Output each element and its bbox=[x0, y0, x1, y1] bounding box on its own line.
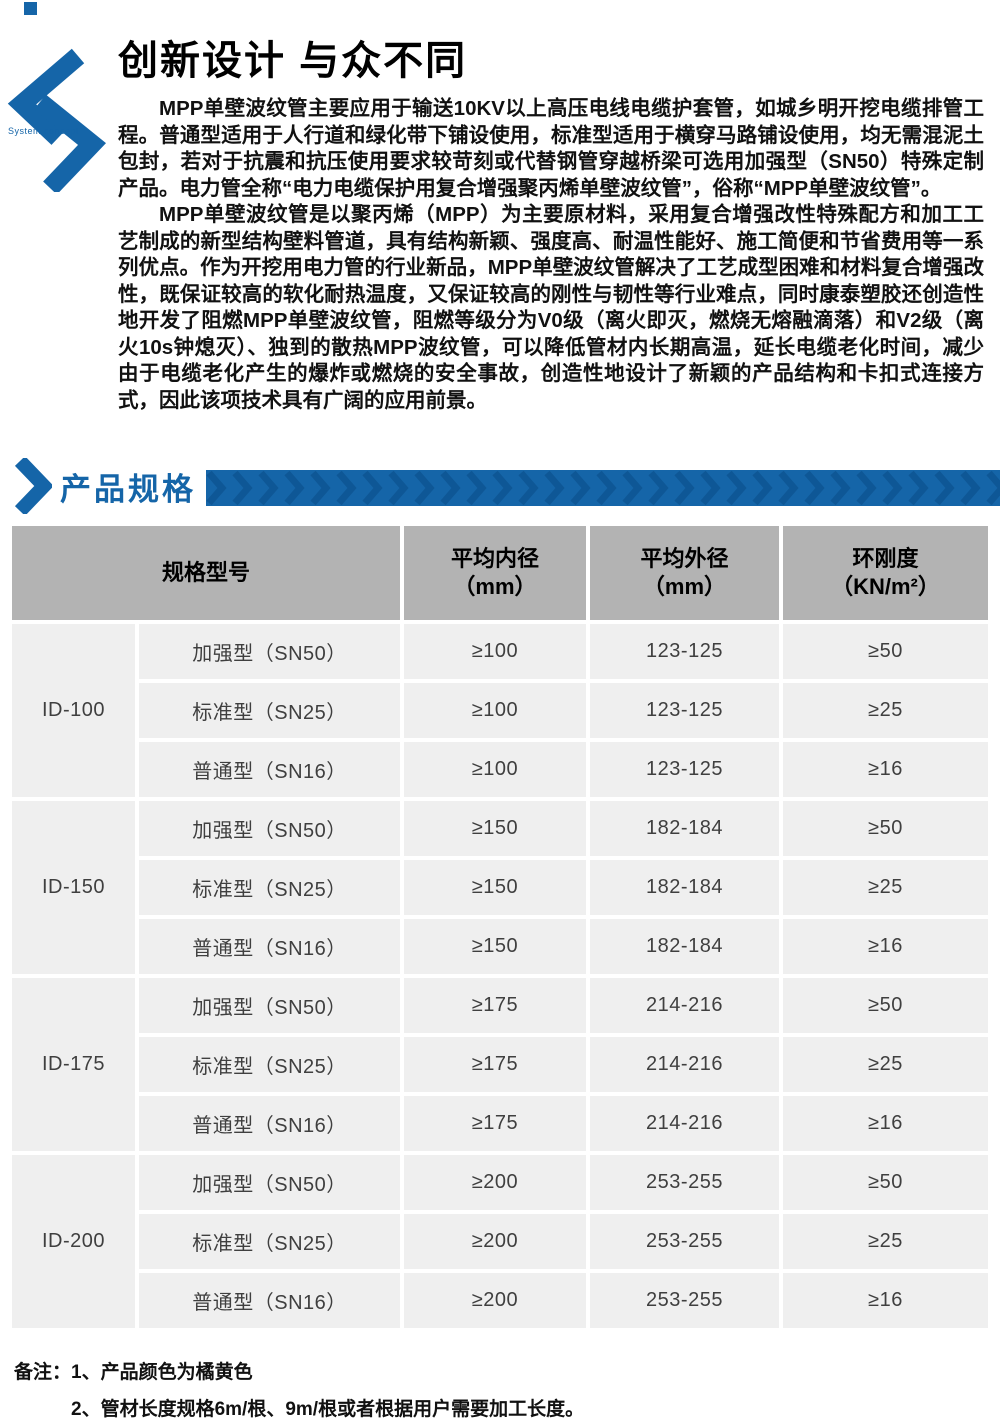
section-header: 产品规格 bbox=[0, 458, 1000, 514]
cell-inner-diameter: ≥200 bbox=[404, 1155, 586, 1210]
cell-type: 普通型（SN16） bbox=[139, 1096, 400, 1151]
cell-type: 普通型（SN16） bbox=[139, 919, 400, 974]
cell-type: 标准型（SN25） bbox=[139, 683, 400, 738]
company-logo: System concept bbox=[6, 42, 110, 195]
cell-outer-diameter: 123-125 bbox=[590, 624, 779, 679]
chevron-pattern-bar bbox=[206, 470, 1000, 506]
cell-type: 加强型（SN50） bbox=[139, 801, 400, 856]
cell-inner-diameter: ≥175 bbox=[404, 1037, 586, 1092]
cell-outer-diameter: 253-255 bbox=[590, 1155, 779, 1210]
cell-outer-diameter: 123-125 bbox=[590, 742, 779, 797]
cell-ring-stiffness: ≥16 bbox=[783, 1096, 988, 1151]
logo-caption: System concept bbox=[8, 126, 80, 136]
cell-outer-diameter: 253-255 bbox=[590, 1273, 779, 1328]
intro-paragraph-1: MPP单壁波纹管主要应用于输送10KV以上高压电线电缆护套管，如城乡明开挖电缆排… bbox=[118, 97, 984, 200]
remarks: 备注： 1、产品颜色为橘黄色 2、管材长度规格6m/根、9m/根或者根据用户需要… bbox=[14, 1354, 1000, 1428]
cell-outer-diameter: 123-125 bbox=[590, 683, 779, 738]
cell-outer-diameter: 214-216 bbox=[590, 1096, 779, 1151]
cell-ring-stiffness: ≥16 bbox=[783, 742, 988, 797]
cell-type: 加强型（SN50） bbox=[139, 1155, 400, 1210]
section-title: 产品规格 bbox=[60, 471, 196, 507]
section-bar-decoration bbox=[206, 470, 1000, 506]
cell-ring-stiffness: ≥50 bbox=[783, 1155, 988, 1210]
cell-inner-diameter: ≥100 bbox=[404, 624, 586, 679]
cell-ring-stiffness: ≥50 bbox=[783, 978, 988, 1033]
cell-type: 标准型（SN25） bbox=[139, 1037, 400, 1092]
cell-ring-stiffness: ≥16 bbox=[783, 1273, 988, 1328]
cell-ring-stiffness: ≥25 bbox=[783, 1214, 988, 1269]
column-header-model: 规格型号 bbox=[12, 526, 400, 620]
product-spec-table: 规格型号 平均内径 （mm） 平均外径 （mm） 环刚度 （KN/m²） ID-… bbox=[12, 526, 988, 1328]
cell-type: 加强型（SN50） bbox=[139, 624, 400, 679]
cell-outer-diameter: 214-216 bbox=[590, 978, 779, 1033]
cell-inner-diameter: ≥150 bbox=[404, 801, 586, 856]
group-id-cell: ID-175 bbox=[12, 978, 135, 1151]
cell-type: 标准型（SN25） bbox=[139, 860, 400, 915]
cell-ring-stiffness: ≥25 bbox=[783, 860, 988, 915]
cell-inner-diameter: ≥150 bbox=[404, 860, 586, 915]
intro-text-column: 创新设计 与众不同 MPP单壁波纹管主要应用于输送10KV以上高压电线电缆护套管… bbox=[110, 28, 984, 414]
cell-outer-diameter: 182-184 bbox=[590, 801, 779, 856]
group-id-cell: ID-100 bbox=[12, 624, 135, 797]
page-title: 创新设计 与众不同 bbox=[118, 39, 468, 83]
cell-ring-stiffness: ≥50 bbox=[783, 624, 988, 679]
cell-outer-diameter: 182-184 bbox=[590, 860, 779, 915]
cell-inner-diameter: ≥200 bbox=[404, 1273, 586, 1328]
remarks-list: 1、产品颜色为橘黄色 2、管材长度规格6m/根、9m/根或者根据用户需要加工长度… bbox=[71, 1354, 584, 1428]
column-header-inner-diameter: 平均内径 （mm） bbox=[404, 526, 586, 620]
chevron-right-icon bbox=[14, 458, 52, 514]
remark-item: 2、管材长度规格6m/根、9m/根或者根据用户需要加工长度。 bbox=[71, 1399, 585, 1420]
intro-section: System concept 创新设计 与众不同 MPP单壁波纹管主要应用于输送… bbox=[0, 0, 1000, 414]
cell-inner-diameter: ≥200 bbox=[404, 1214, 586, 1269]
cell-outer-diameter: 214-216 bbox=[590, 1037, 779, 1092]
group-id-cell: ID-200 bbox=[12, 1155, 135, 1328]
cell-outer-diameter: 253-255 bbox=[590, 1214, 779, 1269]
cell-type: 普通型（SN16） bbox=[139, 1273, 400, 1328]
cell-inner-diameter: ≥100 bbox=[404, 683, 586, 738]
column-header-ring-stiffness: 环刚度 （KN/m²） bbox=[783, 526, 988, 620]
group-id-cell: ID-150 bbox=[12, 801, 135, 974]
corner-decoration bbox=[24, 2, 37, 15]
intro-paragraph-2: MPP单壁波纹管是以聚丙烯（MPP）为主要原材料，采用复合增强改性特殊配方和加工… bbox=[118, 203, 984, 412]
column-header-outer-diameter: 平均外径 （mm） bbox=[590, 526, 779, 620]
logo-s-icon bbox=[7, 48, 106, 195]
remark-item: 1、产品颜色为橘黄色 bbox=[71, 1362, 253, 1383]
remarks-label: 备注： bbox=[14, 1362, 72, 1383]
cell-ring-stiffness: ≥25 bbox=[783, 1037, 988, 1092]
cell-inner-diameter: ≥175 bbox=[404, 1096, 586, 1151]
cell-inner-diameter: ≥175 bbox=[404, 978, 586, 1033]
cell-type: 普通型（SN16） bbox=[139, 742, 400, 797]
cell-ring-stiffness: ≥25 bbox=[783, 683, 988, 738]
cell-type: 加强型（SN50） bbox=[139, 978, 400, 1033]
cell-inner-diameter: ≥100 bbox=[404, 742, 586, 797]
cell-outer-diameter: 182-184 bbox=[590, 919, 779, 974]
cell-ring-stiffness: ≥16 bbox=[783, 919, 988, 974]
cell-inner-diameter: ≥150 bbox=[404, 919, 586, 974]
cell-ring-stiffness: ≥50 bbox=[783, 801, 988, 856]
cell-type: 标准型（SN25） bbox=[139, 1214, 400, 1269]
